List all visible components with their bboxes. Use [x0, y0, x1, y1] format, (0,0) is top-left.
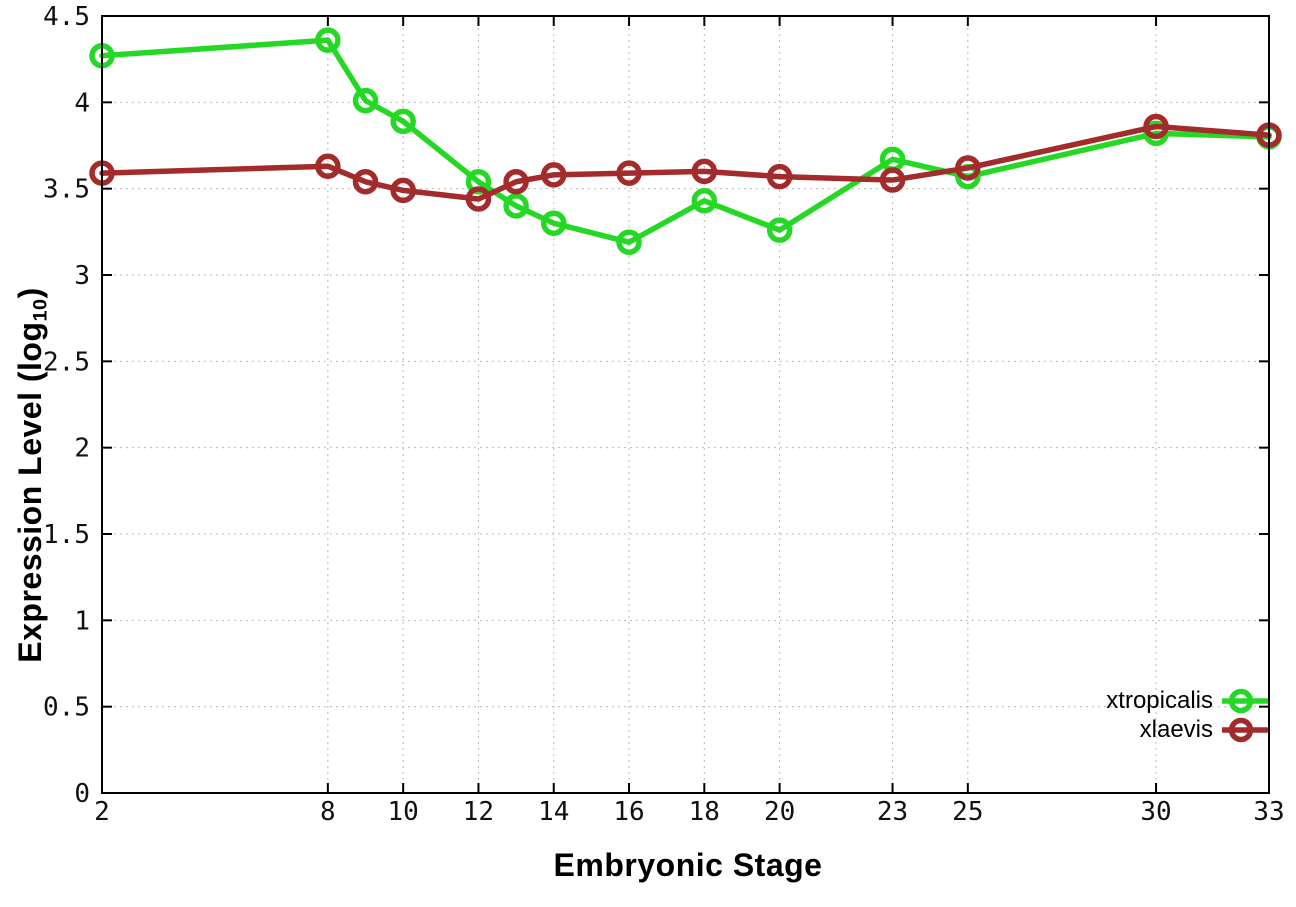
legend-label: xtropicalis — [1106, 687, 1213, 714]
y-axis-title-main: Expression Level (log — [12, 321, 48, 663]
y-tick-label: 2.5 — [43, 347, 90, 377]
data-point-xlaevis — [503, 169, 529, 195]
data-point-xlaevis — [315, 153, 341, 179]
data-point-xlaevis — [390, 177, 416, 204]
series-line-xlaevis — [99, 123, 1272, 202]
y-axis-title: Expression Level (log10) — [12, 287, 53, 662]
data-point-xtropicalis — [315, 27, 341, 53]
data-point-xtropicalis — [616, 229, 642, 255]
y-tick-label: 3.5 — [43, 175, 90, 205]
x-tick-label: 23 — [877, 797, 908, 827]
legend-sample-marker-icon — [1222, 717, 1268, 742]
y-tick-label: 1.5 — [43, 520, 90, 550]
x-tick-label: 30 — [1140, 797, 1171, 827]
data-point-xlaevis — [352, 169, 379, 195]
x-axis-title: Embryonic Stage — [553, 847, 823, 883]
data-point-xtropicalis — [352, 87, 379, 114]
y-tick-label: 0 — [74, 779, 90, 809]
legend: xtropicalis xlaevis — [1106, 686, 1268, 744]
legend-label: xlaevis — [1139, 716, 1213, 743]
data-point-xtropicalis — [390, 108, 416, 135]
legend-sample-marker-icon — [1222, 688, 1268, 713]
data-point-xtropicalis — [766, 217, 793, 243]
x-tick-label: 20 — [764, 797, 795, 827]
data-point-xlaevis — [955, 155, 981, 181]
x-tick-label: 25 — [952, 797, 983, 827]
series-line-xtropicalis — [99, 37, 1272, 245]
data-point-xlaevis — [540, 162, 567, 188]
x-tick-label: 12 — [463, 797, 494, 827]
x-tick-label: 16 — [613, 797, 644, 827]
x-tick-label: 14 — [538, 797, 569, 827]
x-tick-label: 33 — [1253, 797, 1284, 827]
data-point-xlaevis — [616, 160, 642, 186]
data-point-xlaevis — [465, 186, 492, 212]
data-point-xtropicalis — [691, 188, 718, 214]
y-tick-label: 4 — [74, 88, 90, 118]
y-axis-title-subscript: 10 — [29, 298, 52, 322]
y-axis-title-close: ) — [12, 287, 48, 299]
x-tick-label: 18 — [689, 797, 720, 827]
plot-border — [101, 15, 1270, 794]
x-tick-label: 8 — [320, 797, 336, 827]
y-tick-label: 2 — [74, 434, 90, 464]
data-point-xtropicalis — [503, 193, 529, 219]
series-group — [89, 27, 1282, 255]
y-tick-label: 0.5 — [43, 693, 90, 723]
gridlines — [101, 15, 1270, 794]
legend-item-xtropicalis: xtropicalis — [1106, 686, 1268, 715]
data-point-xlaevis — [766, 163, 793, 190]
y-tick-label: 3 — [74, 261, 90, 291]
x-tick-label: 10 — [388, 797, 419, 827]
legend-item-xlaevis: xlaevis — [1106, 715, 1268, 744]
data-point-xlaevis — [691, 158, 718, 185]
data-point-xlaevis — [1143, 113, 1169, 140]
data-point-xtropicalis — [540, 210, 567, 236]
plot-frame — [101, 15, 1270, 794]
y-tick-label: 1 — [74, 606, 90, 636]
data-point-xlaevis — [879, 167, 906, 193]
tick-labels: 2 8 10 12 14 16 18 20 23 25 30 33 0 0.5 1 1.5 2 2.5 3 3.5 4 4… — [43, 2, 1285, 827]
y-tick-label: 4.5 — [43, 2, 90, 32]
x-tick-label: 2 — [94, 797, 110, 827]
